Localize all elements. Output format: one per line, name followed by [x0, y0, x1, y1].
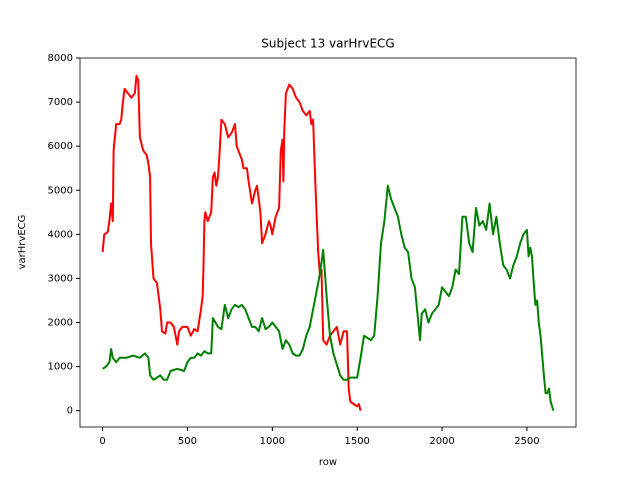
y-tick-label: 2000 — [48, 318, 73, 329]
x-axis-label: row — [319, 457, 337, 468]
y-tick-label: 0 — [67, 406, 73, 417]
y-tick-label: 1000 — [48, 362, 73, 373]
y-axis-label: varHrvECG — [17, 215, 28, 270]
x-tick-label: 500 — [178, 436, 197, 447]
line-series — [102, 184, 555, 411]
y-tick-label: 8000 — [48, 53, 73, 64]
y-tick-label: 4000 — [48, 229, 73, 240]
x-tick-label: 1000 — [260, 436, 285, 447]
chart-title: Subject 13 varHrvECG — [261, 37, 394, 51]
y-tick-label: 6000 — [48, 141, 73, 152]
x-tick-label: 2000 — [429, 436, 454, 447]
y-tick-label: 7000 — [48, 97, 73, 108]
x-tick-label: 1500 — [344, 436, 369, 447]
y-tick-label: 5000 — [48, 185, 73, 196]
y-tick-label: 3000 — [48, 273, 73, 284]
plot-frame — [79, 57, 577, 428]
line-series — [101, 74, 362, 411]
x-tick-label: 2500 — [514, 436, 539, 447]
x-tick-label: 0 — [99, 436, 105, 447]
